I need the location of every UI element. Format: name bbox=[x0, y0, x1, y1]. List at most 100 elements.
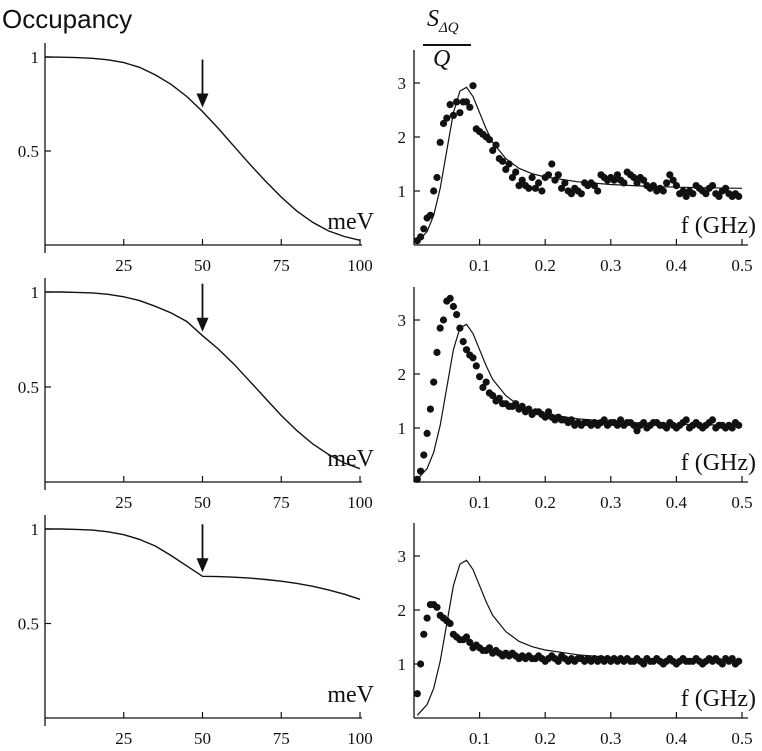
data-point bbox=[430, 187, 438, 195]
y-label-fraction-bar bbox=[423, 44, 471, 46]
data-point bbox=[663, 424, 671, 432]
data-point bbox=[495, 394, 503, 402]
data-point bbox=[548, 160, 556, 168]
x-tick-label: 0.3 bbox=[600, 493, 621, 512]
data-point bbox=[659, 187, 667, 195]
data-point bbox=[485, 644, 493, 652]
figure-title: Occupancy bbox=[2, 4, 133, 34]
x-tick-label: 0.3 bbox=[600, 256, 621, 275]
data-point bbox=[423, 614, 431, 622]
x-tick-label: 0.4 bbox=[666, 493, 688, 512]
data-point bbox=[708, 416, 717, 424]
data-point bbox=[630, 421, 638, 429]
x-tick-label: 75 bbox=[273, 729, 290, 748]
data-point bbox=[633, 427, 641, 435]
data-point bbox=[649, 182, 658, 190]
data-point bbox=[682, 192, 690, 200]
data-point bbox=[439, 119, 448, 128]
data-point bbox=[558, 184, 566, 192]
data-point bbox=[420, 451, 428, 459]
x-tick-label: 0.4 bbox=[666, 256, 688, 275]
y-tick-label: 0.5 bbox=[18, 142, 39, 161]
data-point bbox=[426, 405, 434, 413]
data-point bbox=[682, 416, 690, 424]
x-tick-label: 50 bbox=[194, 256, 211, 275]
arrow-head bbox=[196, 93, 209, 108]
x-tick-label: 0.5 bbox=[731, 729, 752, 748]
data-point bbox=[492, 141, 500, 149]
y-tick-label: 1 bbox=[398, 419, 407, 438]
x-axis-label: f (GHz) bbox=[681, 213, 756, 239]
data-point bbox=[528, 173, 536, 182]
data-point bbox=[630, 173, 638, 182]
data-point bbox=[469, 354, 477, 362]
data-point bbox=[466, 638, 474, 647]
data-point bbox=[456, 109, 464, 117]
data-point bbox=[462, 633, 471, 641]
data-point bbox=[433, 603, 441, 611]
x-tick-label: 0.1 bbox=[469, 493, 490, 512]
data-point bbox=[449, 302, 457, 311]
data-point bbox=[600, 416, 608, 424]
data-point bbox=[544, 408, 553, 416]
data-point bbox=[446, 294, 454, 302]
data-point bbox=[561, 179, 569, 187]
y-label-subscript: ΔQ bbox=[439, 20, 459, 36]
data-point bbox=[446, 619, 454, 628]
data-point bbox=[446, 101, 454, 109]
x-tick-label: 0.4 bbox=[666, 729, 688, 748]
data-point bbox=[499, 157, 507, 165]
data-point bbox=[489, 392, 497, 400]
data-point bbox=[525, 184, 533, 192]
data-point bbox=[505, 160, 513, 168]
x-tick-label: 0.5 bbox=[731, 256, 752, 275]
data-point bbox=[515, 182, 523, 190]
data-point bbox=[728, 424, 736, 432]
data-point bbox=[462, 346, 471, 354]
data-point bbox=[640, 660, 648, 668]
x-tick-label: 0.2 bbox=[535, 729, 556, 748]
data-point bbox=[594, 187, 602, 195]
data-point bbox=[502, 165, 510, 173]
data-point bbox=[417, 660, 425, 668]
data-point bbox=[728, 655, 736, 663]
data-point bbox=[426, 211, 434, 219]
data-point bbox=[420, 225, 428, 233]
x-tick-label: 100 bbox=[347, 729, 373, 748]
y-tick-label: 1 bbox=[31, 283, 40, 302]
data-point bbox=[489, 146, 497, 155]
data-point bbox=[679, 187, 687, 195]
unit-label: meV bbox=[327, 209, 374, 235]
data-point bbox=[417, 467, 425, 475]
y-tick-label: 1 bbox=[398, 182, 407, 201]
y-tick-label: 2 bbox=[398, 128, 407, 147]
data-point bbox=[479, 383, 487, 392]
data-point bbox=[613, 171, 622, 179]
y-label-s: S bbox=[427, 6, 439, 32]
x-tick-label: 0.5 bbox=[731, 493, 752, 512]
data-point bbox=[413, 690, 421, 698]
occupancy-curve bbox=[44, 56, 361, 241]
data-point bbox=[554, 657, 562, 665]
data-point bbox=[590, 182, 599, 190]
y-tick-label: 0.5 bbox=[18, 615, 39, 634]
data-point bbox=[453, 311, 461, 319]
unit-label: meV bbox=[327, 682, 374, 708]
data-point bbox=[518, 176, 526, 184]
x-tick-label: 25 bbox=[115, 729, 132, 748]
data-point bbox=[708, 182, 717, 190]
data-point bbox=[722, 184, 730, 192]
x-tick-label: 25 bbox=[115, 256, 132, 275]
data-point bbox=[449, 111, 457, 119]
occupancy-curve bbox=[45, 291, 361, 470]
data-point bbox=[469, 82, 477, 90]
data-point bbox=[613, 421, 622, 429]
data-point bbox=[640, 176, 648, 184]
data-point bbox=[666, 171, 674, 179]
x-tick-label: 50 bbox=[194, 493, 211, 512]
x-tick-label: 0.3 bbox=[600, 729, 621, 748]
data-point bbox=[702, 190, 710, 198]
data-point bbox=[525, 405, 533, 413]
data-point bbox=[456, 324, 464, 332]
